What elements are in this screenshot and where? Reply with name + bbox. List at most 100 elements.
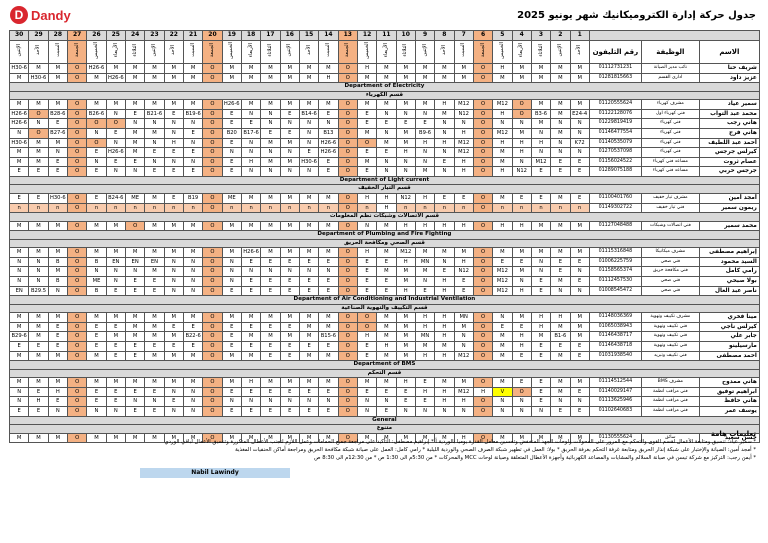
shift-cell: N bbox=[124, 166, 146, 177]
shift-cell: O bbox=[472, 118, 494, 129]
shift-cell: M bbox=[356, 432, 378, 444]
shift-cell: E bbox=[240, 285, 262, 297]
shift-cell: M bbox=[395, 321, 416, 333]
shift-cell: E bbox=[86, 331, 107, 342]
shift-cell: N bbox=[8, 276, 30, 287]
weekday-cell: الأحد bbox=[298, 40, 320, 64]
shift-cell: E bbox=[260, 285, 281, 297]
shift-cell: M bbox=[260, 137, 281, 149]
shift-cell: E bbox=[492, 321, 513, 333]
shift-cell: M bbox=[163, 432, 184, 444]
signature: Nabil Lawindy bbox=[140, 468, 290, 478]
shift-cell: E bbox=[144, 340, 165, 352]
shift-cell: N bbox=[569, 127, 590, 139]
day-number: 25 bbox=[105, 30, 126, 41]
shift-cell: M bbox=[240, 72, 262, 84]
shift-cell: B1-6 bbox=[550, 331, 571, 342]
shift-cell: N bbox=[260, 147, 281, 158]
shift-cell: N bbox=[318, 266, 339, 277]
shift-cell: M bbox=[260, 192, 281, 204]
employee-phone: 01289075188 bbox=[588, 166, 642, 177]
shift-cell: M bbox=[260, 377, 281, 388]
shift-cell: M bbox=[453, 377, 474, 388]
shift-cell: E bbox=[47, 340, 68, 352]
shift-cell: n bbox=[298, 202, 320, 214]
weekday-cell: السبت bbox=[182, 40, 204, 64]
shift-cell: E bbox=[279, 285, 300, 297]
shift-cell: O bbox=[202, 156, 223, 168]
shift-cell: H30-6 bbox=[28, 72, 49, 84]
shift-cell: M bbox=[8, 432, 30, 444]
shift-cell: B28-6 bbox=[47, 108, 68, 120]
employee-row: مينا فخري مشرف تكييف وتهوية 01148036369 M H H… bbox=[8, 312, 760, 323]
section-row: قسم التحكم bbox=[9, 368, 760, 379]
shift-cell: N bbox=[298, 118, 320, 129]
shift-cell: N bbox=[569, 266, 590, 277]
day-number: 9 bbox=[414, 30, 436, 41]
shift-cell: M bbox=[28, 220, 49, 232]
weekday-cell: الأحد bbox=[569, 40, 590, 64]
column-header: الاسم bbox=[698, 40, 760, 64]
employee-name: يوسف عمر bbox=[698, 405, 760, 417]
day-number: 27 bbox=[66, 30, 88, 41]
shift-cell: N bbox=[511, 156, 532, 168]
shift-cell: n bbox=[221, 202, 242, 214]
shift-cell: N bbox=[530, 266, 552, 277]
shift-cell: O bbox=[202, 396, 223, 407]
shift-cell: M bbox=[376, 247, 397, 258]
shift-cell: O bbox=[66, 202, 88, 214]
shift-cell: M bbox=[260, 247, 281, 258]
shift-cell: E bbox=[376, 118, 397, 129]
shift-cell: E bbox=[105, 127, 126, 139]
employee-row: كيرلس ناجي فني تكييف وتهوية 01065038943 M M H… bbox=[8, 321, 760, 333]
weekday: الخميس bbox=[363, 41, 370, 59]
shift-cell: O bbox=[86, 137, 107, 149]
shift-cell: M bbox=[395, 99, 416, 110]
employee-role: نائب مدير الصيانة bbox=[640, 63, 700, 74]
shift-cell: M bbox=[376, 331, 397, 342]
shift-cell: H bbox=[356, 331, 378, 342]
shift-cell: M12 bbox=[492, 276, 513, 287]
shift-cell: M bbox=[550, 127, 571, 139]
shift-cell: M bbox=[356, 127, 378, 139]
section-title-en: Department of Plumbing and Fire Fighting bbox=[9, 230, 760, 240]
shift-cell: M bbox=[124, 99, 146, 110]
shift-cell: E bbox=[318, 285, 339, 297]
shift-cell: N bbox=[530, 405, 552, 417]
shift-cell: MN bbox=[414, 331, 436, 342]
employee-name: أمجد أمين bbox=[698, 192, 760, 204]
shift-cell: M12 bbox=[453, 350, 474, 362]
weekday-cell: الثلاثاء bbox=[124, 40, 146, 64]
employee-role: مشرف BMS bbox=[640, 377, 700, 388]
weekday: الخميس bbox=[228, 41, 235, 59]
employee-row: سمير عياد مشرف كهرباء 01120555624 M M M O M12 O M… bbox=[8, 99, 760, 110]
shift-cell: M bbox=[492, 247, 513, 258]
shift-cell: E bbox=[182, 147, 204, 158]
weekday-cell: الإثنين bbox=[8, 40, 30, 64]
shift-cell: M12 bbox=[453, 386, 474, 398]
shift-cell: E bbox=[8, 192, 30, 204]
shift-cell: N bbox=[453, 331, 474, 342]
employee-phone: 01112731231 bbox=[588, 63, 642, 74]
shift-cell: M bbox=[182, 99, 204, 110]
shift-cell: M bbox=[414, 63, 436, 74]
weekday: الأربعاء bbox=[383, 43, 390, 58]
shift-cell: N bbox=[279, 147, 300, 158]
shift-cell: E bbox=[569, 405, 590, 417]
shift-cell: B bbox=[86, 285, 107, 297]
section-title-en: General bbox=[9, 415, 760, 426]
employee-phone: 01146477554 bbox=[588, 127, 642, 139]
shift-cell: E bbox=[47, 321, 68, 333]
employee-row: ريمون سمير فني تيار خفيف 01149302722 n n n n n O… bbox=[8, 202, 760, 214]
shift-cell: O bbox=[472, 432, 494, 444]
shift-cell: B3-6 bbox=[530, 108, 552, 120]
shift-cell: M bbox=[298, 432, 320, 444]
employee-name: عزيز داود bbox=[698, 72, 760, 84]
shift-cell: O bbox=[202, 331, 223, 342]
shift-cell: O bbox=[202, 220, 223, 232]
shift-cell: M12 bbox=[492, 127, 513, 139]
shift-cell: O bbox=[202, 118, 223, 129]
employee-row: رامي كامل فني مكافحة حريق 01158565374 N E N M M… bbox=[8, 266, 760, 277]
shift-cell: M bbox=[434, 247, 455, 258]
shift-cell: N bbox=[298, 266, 320, 277]
